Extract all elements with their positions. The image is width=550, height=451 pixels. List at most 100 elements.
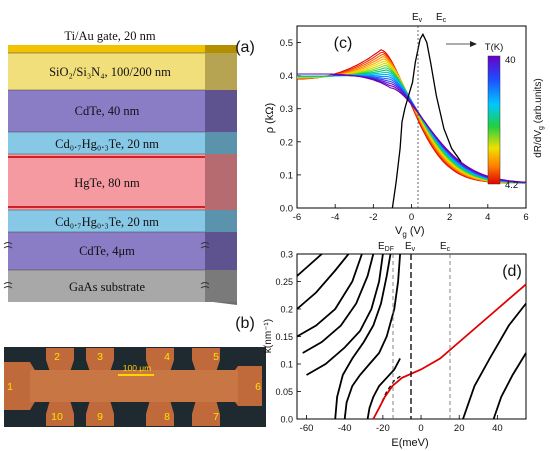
panel-c-ytick-label: 0.4 xyxy=(280,71,293,82)
panel-b-device-photo: (b) 100 μm 1 6 2 3 4 5 10 9 8 7 xyxy=(4,315,266,427)
panel-d-ytick-label: 0.0 xyxy=(280,415,293,425)
contact-label-4: 4 xyxy=(164,351,170,363)
stack-side-hgte xyxy=(205,154,237,210)
label-gaas: GaAs substrate xyxy=(69,280,145,294)
stack-side-gate xyxy=(205,45,237,53)
panel-c-right-label: dR/dVg (arb.units) xyxy=(533,78,545,158)
contact-leads xyxy=(4,348,262,426)
panel-d-conduction-subband xyxy=(462,302,527,420)
label-cdte2: CdTe, 4μm xyxy=(79,244,135,258)
panel-d-subband-curve xyxy=(343,253,401,420)
panel-d-ytick-label: 0.05 xyxy=(275,387,293,397)
panel-d-ytick-label: 0.1 xyxy=(280,360,293,370)
panel-c-xtick-label: 6 xyxy=(523,212,528,223)
stack-side-sio2 xyxy=(205,53,237,90)
break-marks xyxy=(3,242,210,289)
panel-d-xtick-label: 40 xyxy=(492,423,503,434)
label-gate: Ti/Au gate, 20 nm xyxy=(64,29,155,43)
layer-sio2 xyxy=(8,53,205,90)
panel-d-subband-curve xyxy=(302,253,375,354)
panel-d-edf-label: EDF xyxy=(378,241,394,253)
panel-d-subband-curve xyxy=(366,358,401,420)
contact-label-3: 3 xyxy=(97,351,103,363)
stack-side-cdhg1 xyxy=(205,132,237,154)
contact-label-1: 1 xyxy=(7,381,13,393)
label-sio2: SiO₂/Si₃N₄, 100/200 nm xyxy=(49,65,171,79)
panel-d-xlabel: E(meV) xyxy=(391,437,428,449)
stack-side-cdte2 xyxy=(205,232,237,270)
layer-hgte xyxy=(8,154,205,210)
panel-d-subband-curve xyxy=(296,253,323,277)
panel-c-xlabel: Vg (V) xyxy=(395,225,425,239)
panel-c-ev-label: Ev xyxy=(412,12,423,24)
panel-d-xtick-label: 0 xyxy=(418,423,423,434)
contact-label-7: 7 xyxy=(213,411,219,423)
panel-d-xtick-label: -60 xyxy=(300,423,314,434)
panel-c-xtick-label: -4 xyxy=(331,212,339,223)
colorbar-max: 40 xyxy=(505,55,516,66)
panel-c-ticks: -6 -4 -2 0 2 4 6 0.0 0.1 0.2 0.3 0.4 0.5 xyxy=(280,38,529,223)
panel-c-arrow-head xyxy=(470,41,477,47)
panel-a-layer-stack: Ti/Au gate, 20 nm SiO₂/Si₃N₄, 100/200 nm… xyxy=(3,29,255,305)
panel-c-ytick-label: 0.1 xyxy=(280,170,293,181)
layer-cdte1 xyxy=(8,90,205,132)
panel-d-ec-label: Ec xyxy=(440,241,451,253)
panel-c-letter: (c) xyxy=(334,35,353,52)
panel-c-ylabel: ρ (kΩ) xyxy=(264,103,276,133)
panel-d-subband-curve xyxy=(334,253,392,420)
colorbar xyxy=(487,55,501,185)
contact-label-10: 10 xyxy=(51,411,63,423)
panel-c-ytick-label: 0.0 xyxy=(280,204,293,215)
panel-d-subband-curve xyxy=(296,253,350,310)
label-cdhg1: Cd₀.₇Hg₀.₃Te, 20 nm xyxy=(55,137,159,151)
panel-d-conduction-subband xyxy=(492,352,527,420)
layer-cdte2 xyxy=(8,232,205,270)
label-cdhg2: Cd₀.₇Hg₀.₃Te, 20 nm xyxy=(55,215,159,229)
panel-d-curves xyxy=(296,253,527,420)
panel-d-chart: -60 -40 -20 0 20 40 0.0 0.05 0.1 0.15 0.2 0.25 0.3 E… xyxy=(263,241,527,449)
contact-label-5: 5 xyxy=(213,351,219,363)
panel-d-ytick-label: 0.2 xyxy=(280,305,293,315)
label-hgte: HgTe, 80 nm xyxy=(74,176,140,190)
contact-label-9: 9 xyxy=(97,411,103,423)
panel-c-xtick-label: -2 xyxy=(369,212,377,223)
panel-a-letter: (a) xyxy=(235,39,255,56)
contact-label-2: 2 xyxy=(54,351,60,363)
layer-gaas xyxy=(8,270,205,302)
panel-d-ev-label: Ev xyxy=(405,241,416,253)
panel-d-subband-curve xyxy=(306,253,384,376)
panel-d-xtick-label: -40 xyxy=(338,423,352,434)
panel-c-chart: -6 -4 -2 0 2 4 6 0.0 0.1 0.2 0.3 0.4 0.5 Ev Ec (c) ρ… xyxy=(264,12,545,239)
panel-d-ytick-label: 0.3 xyxy=(280,250,293,260)
panel-c-ytick-label: 0.3 xyxy=(280,104,293,115)
layer-gate xyxy=(8,45,205,53)
label-cdte1: CdTe, 40 nm xyxy=(75,104,140,118)
panel-d-xtick-label: -20 xyxy=(376,423,390,434)
layer-cdhg1 xyxy=(8,132,205,154)
colorbar-min: 4.2 xyxy=(505,180,518,191)
stack-side-gaas xyxy=(205,270,237,302)
panel-d-ytick-label: 0.25 xyxy=(275,277,293,287)
panel-b-letter: (b) xyxy=(235,315,255,332)
panel-d-ytick-label: 0.15 xyxy=(275,332,293,342)
colorbar-title: T(K) xyxy=(485,42,503,53)
panel-d-letter: (d) xyxy=(502,263,522,280)
layer-separators xyxy=(8,52,205,271)
panel-d-xtick-label: 20 xyxy=(454,423,465,434)
panel-c-derivative-curve xyxy=(391,32,462,209)
contact-label-6: 6 xyxy=(255,381,261,393)
panel-d-surface-state-curve xyxy=(372,283,527,420)
scale-bar-label: 100 μm xyxy=(123,363,152,373)
panel-d-subband-curve xyxy=(296,253,363,338)
panel-d-ticks: -60 -40 -20 0 20 40 0.0 0.05 0.1 0.15 0.2 0.25 0.3 xyxy=(275,250,502,435)
panel-c-ec-label: Ec xyxy=(436,12,447,24)
stack-side-cdte1 xyxy=(205,90,237,132)
panel-c-xtick-label: -6 xyxy=(293,212,301,223)
panel-c-ytick-label: 0.5 xyxy=(280,38,293,49)
panel-d-ylabel: k(nm⁻¹) xyxy=(263,319,274,353)
panel-c-xtick-label: 0 xyxy=(409,212,414,223)
panel-c-ytick-label: 0.2 xyxy=(280,137,293,148)
panel-c-xtick-label: 2 xyxy=(447,212,452,223)
contact-label-8: 8 xyxy=(164,411,170,423)
